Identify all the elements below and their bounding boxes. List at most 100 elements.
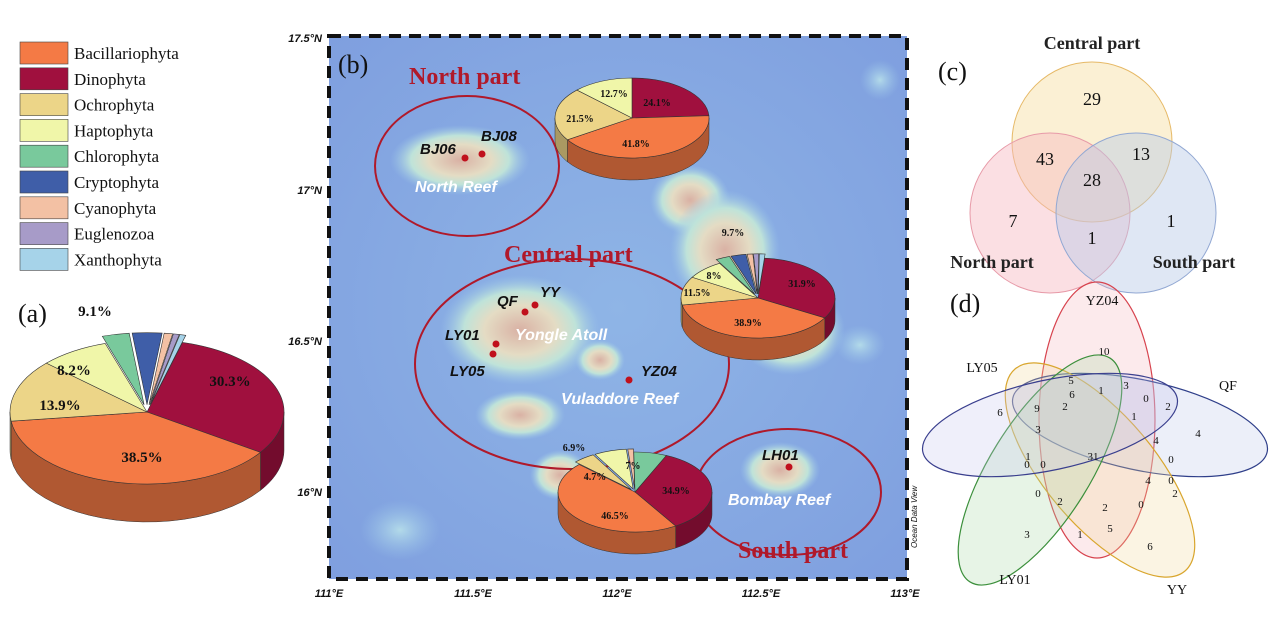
venn5-label-qf: QF [1219, 379, 1237, 394]
station-bj06-dot [461, 154, 469, 162]
reef-bombay: Bombay Reef [728, 492, 832, 509]
venn3-north-south: 1 [1088, 228, 1097, 248]
venn3-only-north: 7 [1009, 211, 1018, 231]
legend-swatch-bacillariophyta [19, 41, 69, 65]
legend-label-xanthophyta: Xanthophyta [74, 250, 162, 269]
pie-north-slice-haptophyta [576, 77, 633, 119]
legend-swatch-ochrophyta [19, 93, 69, 116]
station-bj08-dot [478, 150, 486, 158]
legend: Bacillariophyta Dinophyta Ochrophyta Haptop… [19, 41, 179, 271]
pie-central-slice-cryptophyta [730, 253, 757, 295]
station-yy-label: YY [540, 284, 562, 301]
pie-central-label-other: 9.7% [722, 228, 745, 239]
legend-swatch-cyanophyta [19, 196, 69, 220]
venn5-qf-ellipse [1011, 372, 1269, 478]
legend-label-haptophyta: Haptophyta [74, 121, 154, 140]
station-qf-dot [521, 308, 529, 316]
pie-south-label-haptophyta: 6.9% [563, 443, 586, 454]
pie-central-label-haptophyta: 8% [707, 271, 722, 282]
pie-a [9, 332, 285, 523]
pie-central-label-bacillariophyta: 38.9% [734, 318, 762, 329]
legend-swatch-euglenozoa [19, 222, 69, 245]
pie-a-slice-cyanophyta [148, 332, 174, 405]
legend-swatch-chlorophyta [19, 144, 69, 168]
station-ly01-label: LY01 [445, 327, 480, 344]
venn5-region-count: 3 [1035, 424, 1041, 436]
map-ticks: 17.5°N 17°N 16.5°N 16°N 111°E 111.5°E 112°E 112… [288, 33, 920, 600]
station-bj06-label: BJ06 [420, 141, 457, 158]
venn5-ly01-ellipse [957, 354, 1123, 586]
pie-central-slice-euglenozoa [753, 253, 760, 294]
venn5-yz04-ellipse [1038, 281, 1156, 559]
venn5-region-count: 0 [1040, 459, 1046, 471]
venn5-region-count: 3 [1123, 380, 1129, 392]
stations [461, 150, 793, 471]
venn5-region-count: 10 [1099, 346, 1111, 358]
lat-tick-label: 17°N [297, 185, 323, 197]
venn5-region-count: 6 [1069, 389, 1075, 401]
station-yy-dot [531, 301, 539, 309]
panel-label-b: (b) [338, 50, 368, 79]
venn5-region-count: 6 [1147, 541, 1153, 553]
pie-a-label-bacillariophyta: 38.5% [121, 450, 162, 466]
pie-central-slice-dinophyta [757, 257, 836, 319]
venn5-region-count: 1 [1077, 529, 1083, 541]
pie-south-slice-bacillariophyta [557, 464, 677, 533]
venn5-region-count: 2 [1165, 401, 1171, 413]
venn3-label-central: Central part [1044, 33, 1140, 53]
venn5-region-count: 2 [1062, 401, 1068, 413]
station-ly05-dot [489, 350, 497, 358]
venn5-region-count: 0 [1168, 454, 1174, 466]
venn5-region-count: 6 [997, 407, 1003, 419]
reef-yongle: Yongle Atoll [515, 327, 608, 344]
venn5-region-count: 2 [1057, 496, 1063, 508]
venn3-central-south: 13 [1132, 144, 1150, 164]
venn5-label-ly01: LY01 [999, 573, 1030, 588]
pie-a-slice-xanthophyta [150, 334, 187, 405]
pie-a-slice-haptophyta [45, 343, 148, 413]
lon-tick-label: 113°E [890, 588, 920, 600]
pie-north-label-dinophyta: 24.1% [643, 98, 671, 109]
lat-tick-label: 17.5°N [288, 33, 323, 45]
pie-south-slice-dinophyta [634, 455, 713, 527]
pie-south [557, 448, 713, 555]
venn3-south-circle [1055, 132, 1217, 294]
venn5-label-ly05: LY05 [966, 361, 997, 376]
venn5-region-count: 4 [1153, 435, 1159, 447]
venn5-yy-ellipse [1004, 362, 1196, 578]
station-yz04-dot [625, 376, 633, 384]
venn3-only-south: 1 [1167, 211, 1176, 231]
pie-south-label-chlorophyta: 7% [626, 461, 641, 472]
legend-swatch-haptophyta [19, 119, 69, 142]
venn5-region-count: 9 [1034, 403, 1040, 415]
pie-central-label-dinophyta: 31.9% [788, 279, 816, 290]
pie-central-slice-chlorophyta [715, 256, 755, 295]
pie-a-label-dinophyta: 30.3% [209, 374, 250, 390]
pie-central-slice-cyanophyta [746, 253, 758, 294]
venn3-label-south: South part [1153, 252, 1236, 272]
venn5-region-count: 0 [1035, 488, 1041, 500]
venn3-only-central: 29 [1083, 89, 1101, 109]
venn5-region-count: 0 [1143, 393, 1149, 405]
venn5-region-count: 4 [1195, 428, 1201, 440]
panel-label-d: (d) [950, 289, 980, 318]
pie-south-label-bacillariophyta: 46.5% [601, 511, 629, 522]
pie-south-label-dinophyta: 34.9% [662, 486, 690, 497]
lon-tick-label: 112.5°E [742, 588, 781, 600]
legend-label-euglenozoa: Euglenozoa [74, 225, 155, 244]
panel-label-c: (c) [938, 57, 967, 86]
venn5-region-count: 1 [1025, 451, 1031, 463]
venn3-north-circle [969, 132, 1131, 294]
reef-vuladdore: Vuladdore Reef [561, 391, 680, 408]
lon-tick-label: 111.5°E [454, 588, 492, 600]
map-credit: Ocean Data View [910, 485, 919, 548]
pie-a-slice-euglenozoa [149, 333, 180, 405]
pie-north-label-bacillariophyta: 41.8% [622, 139, 650, 150]
station-qf-label: QF [497, 293, 519, 310]
legend-label-bacillariophyta: Bacillariophyta [74, 44, 179, 63]
station-yz04-label: YZ04 [641, 363, 678, 380]
map-frame [327, 34, 909, 581]
lat-tick-label: 16°N [297, 487, 323, 499]
legend-swatch-cryptophyta [19, 170, 69, 194]
pie-north-slice-dinophyta [631, 77, 710, 119]
